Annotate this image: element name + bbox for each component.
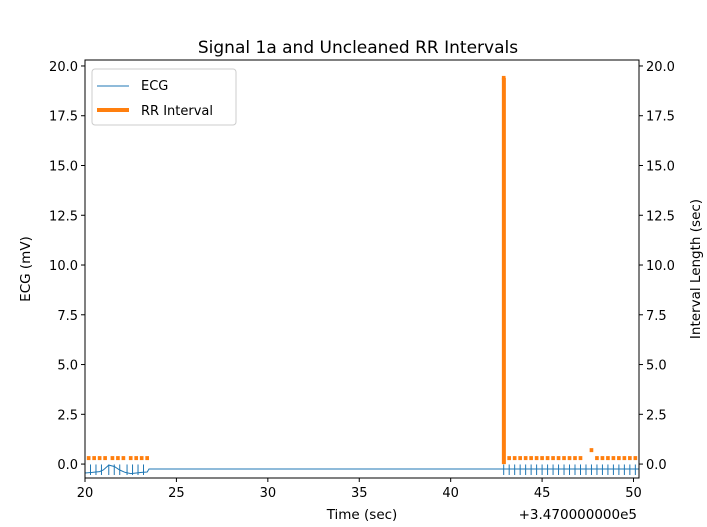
x-tick-label-2: 30: [260, 486, 277, 501]
y-left-tick-label-1: 2.5: [57, 408, 78, 423]
y-right-tick-label-3: 7.5: [646, 309, 667, 324]
plot-frame: [84, 59, 640, 479]
x-tick-label-1: 25: [168, 486, 185, 501]
legend-ecg-label: ECG: [141, 79, 168, 94]
legend: ECG RR Interval: [91, 68, 237, 126]
x-tick-label-5: 45: [534, 486, 551, 501]
y-left-tick-label-7: 17.5: [49, 110, 78, 125]
legend-rr-label: RR Interval: [141, 104, 213, 119]
y-axis-right-label: Interval Length (sec): [688, 199, 704, 339]
x-tick-label-0: 20: [77, 486, 94, 501]
y-left-tick-label-4: 10.0: [49, 259, 78, 274]
x-tick-label-4: 40: [442, 486, 459, 501]
ecg-line: [84, 464, 639, 475]
y-axis-left-ticks: 0.0 2.5 5.0 7.5 10.0 12.5 15.0 17.5 20.0: [49, 60, 85, 473]
y-right-tick-label-5: 12.5: [646, 209, 675, 224]
x-axis-label: Time (sec): [326, 507, 398, 523]
y-axis-left-label: ECG (mV): [18, 236, 34, 302]
y-left-tick-label-8: 20.0: [49, 60, 78, 75]
y-left-tick-label-6: 15.0: [49, 159, 78, 174]
x-tick-label-6: 50: [625, 486, 642, 501]
y-right-tick-label-7: 17.5: [646, 110, 675, 125]
series-layer: [84, 75, 639, 476]
y-right-tick-label-1: 2.5: [646, 408, 667, 423]
y-left-tick-label-2: 5.0: [57, 359, 78, 374]
y-right-tick-label-2: 5.0: [646, 359, 667, 374]
y-right-tick-label-0: 0.0: [646, 458, 667, 473]
y-right-tick-label-6: 15.0: [646, 159, 675, 174]
y-axis-right-ticks: 0.0 2.5 5.0 7.5 10.0 12.5 15.0 17.5 20.0: [639, 60, 675, 473]
y-right-tick-label-8: 20.0: [646, 60, 675, 75]
chart-title: Signal 1a and Uncleaned RR Intervals: [198, 38, 518, 58]
x-tick-label-3: 35: [351, 486, 368, 501]
x-axis-ticks: 20 25 30 35 40 45 50: [77, 478, 642, 501]
y-left-tick-label-3: 7.5: [57, 309, 78, 324]
y-left-tick-label-0: 0.0: [57, 458, 78, 473]
y-right-tick-label-4: 10.0: [646, 259, 675, 274]
y-left-tick-label-5: 12.5: [49, 209, 78, 224]
x-axis-offset-label: +3.470000000e5: [519, 507, 637, 523]
